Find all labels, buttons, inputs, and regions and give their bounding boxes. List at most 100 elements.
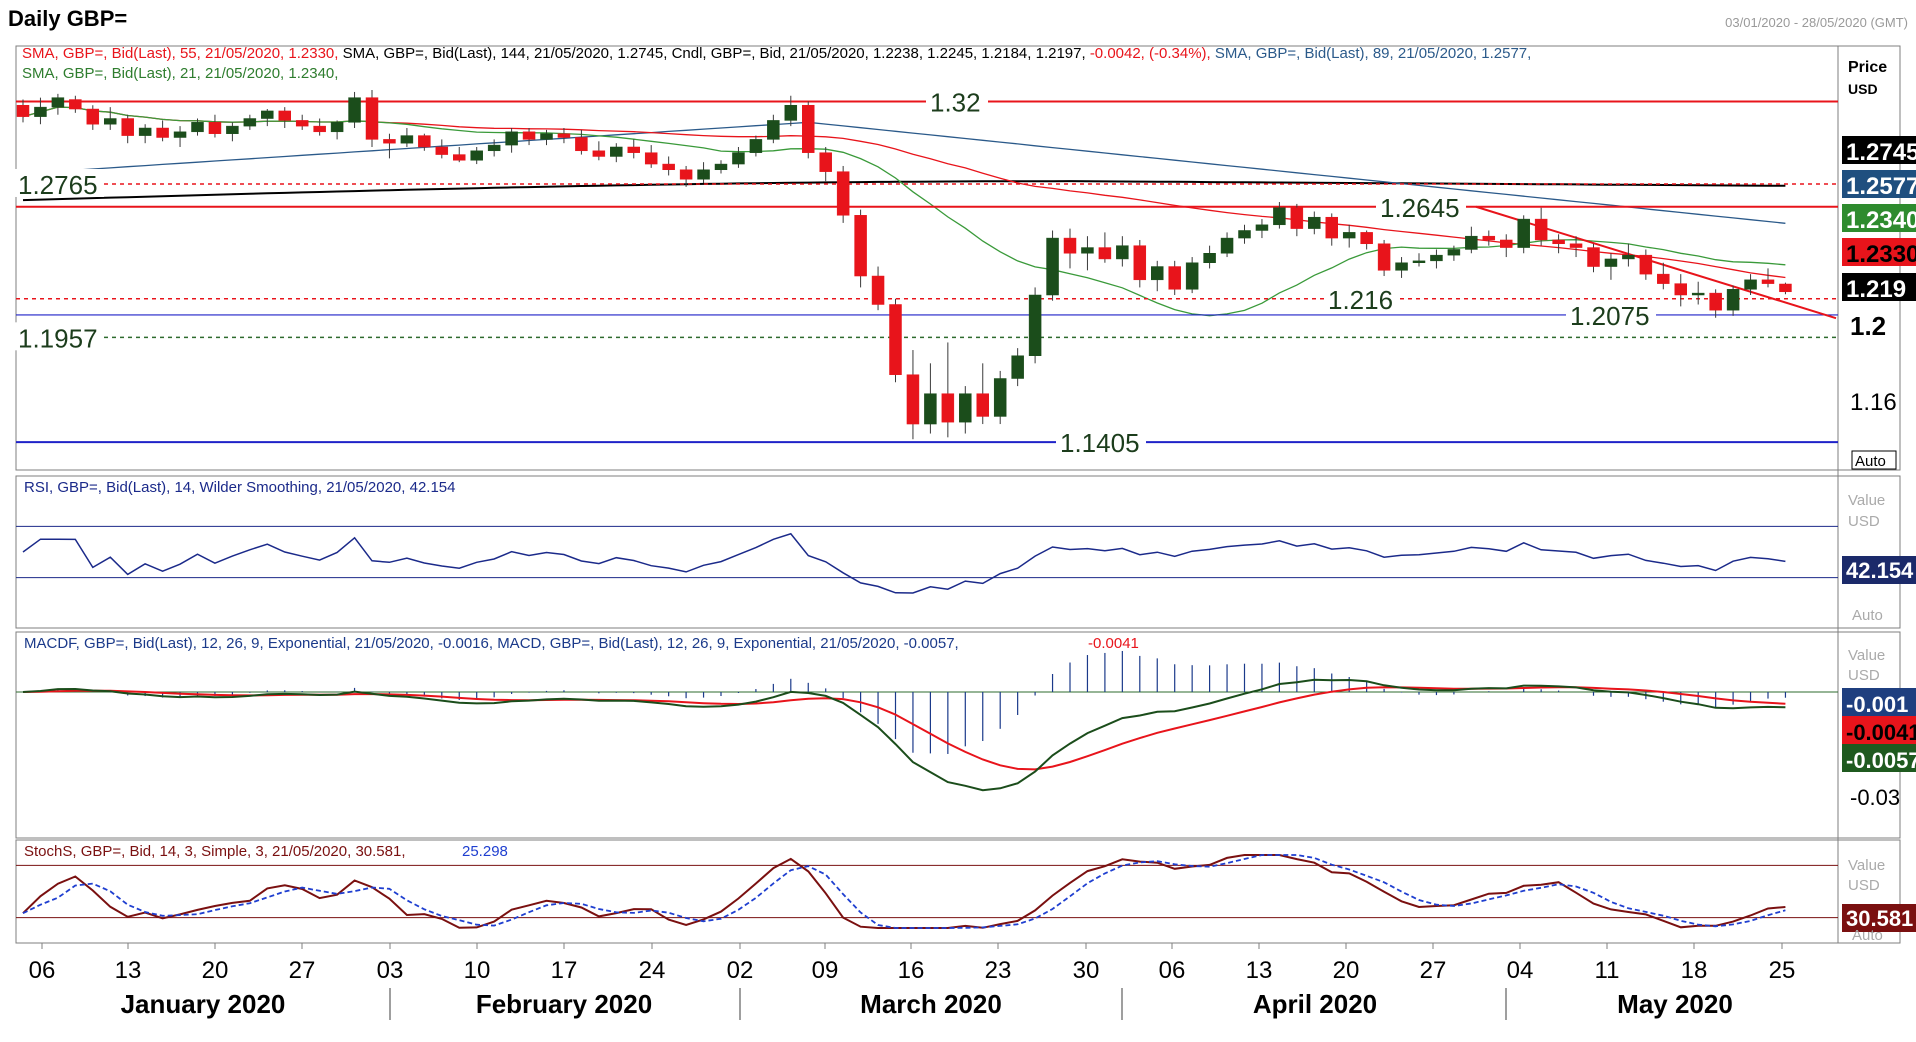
candle-body: [208, 122, 222, 134]
candle-body: [1028, 294, 1042, 356]
sma-89-line: [22, 121, 1786, 224]
rsi-auto-label: Auto: [1852, 607, 1883, 624]
x-day-label: 13: [1246, 957, 1273, 984]
macd-axis-unit: USD: [1848, 667, 1880, 684]
candle-body: [592, 150, 606, 157]
candle-body: [540, 133, 553, 140]
stoch-value-label: 30.581: [1846, 906, 1913, 931]
x-month-label: January 2020: [121, 989, 286, 1019]
macd-value-label: -0.001: [1846, 692, 1908, 717]
candle-body: [1604, 258, 1618, 267]
candle-body: [487, 144, 501, 152]
candle-body: [1360, 232, 1373, 245]
candle-body: [697, 169, 710, 180]
candle-body: [470, 150, 483, 161]
x-day-label: 04: [1507, 957, 1534, 984]
candle-body: [243, 118, 257, 127]
candle-body: [732, 152, 745, 165]
macd-value-box: [1842, 744, 1916, 772]
candle-body: [976, 393, 989, 417]
candle-body: [1308, 216, 1321, 229]
candle-body: [889, 304, 902, 375]
candle-body: [435, 146, 449, 155]
value-box: [1842, 238, 1916, 266]
price-axis-title: Price: [1848, 59, 1887, 76]
candle-body: [1569, 243, 1583, 248]
candle-body: [993, 378, 1007, 417]
candle-body: [836, 171, 850, 216]
candle-body: [173, 131, 187, 138]
level-label: 1.216: [1328, 285, 1393, 315]
value-box-label: 1.219: [1846, 276, 1906, 303]
x-month-label: May 2020: [1617, 989, 1733, 1019]
candle-body: [871, 275, 885, 305]
rsi-value-box: [1842, 556, 1916, 584]
candle-body: [959, 393, 972, 423]
candle-body: [819, 152, 832, 172]
value-box: [1842, 136, 1916, 164]
candle-body: [1203, 253, 1216, 263]
candle-body: [1779, 283, 1792, 293]
stoch-axis-unit: USD: [1848, 877, 1880, 894]
x-day-label: 09: [812, 957, 839, 984]
level-label: 1.32: [930, 87, 981, 117]
level-label-bg: [1056, 427, 1146, 456]
value-box-label: 1.2330: [1846, 241, 1916, 268]
auto-label: Auto: [1855, 453, 1886, 470]
candle-body: [557, 133, 571, 138]
candle-body: [1046, 237, 1059, 296]
macd-line: [22, 678, 1786, 792]
candle-body: [295, 120, 309, 127]
x-day-label: 03: [377, 957, 404, 984]
candle-body: [1395, 262, 1408, 271]
candle-body: [348, 97, 361, 123]
candle-body: [313, 125, 326, 133]
chart-title: Daily GBP=: [8, 6, 127, 31]
candle-body: [418, 135, 431, 148]
level-label-bg: [1376, 191, 1466, 220]
legend-item: SMA, GBP=, Bid(Last), 55, 21/05/2020, 1.…: [22, 45, 343, 62]
candle-body: [522, 131, 536, 140]
candle-body: [1761, 279, 1775, 284]
level-label: 1.1405: [1060, 428, 1140, 458]
stoch-axis-title: Value: [1848, 857, 1885, 874]
candle-body: [1552, 239, 1565, 245]
candle-body: [261, 110, 274, 119]
candle-body: [1185, 262, 1199, 290]
candle-body: [69, 99, 82, 110]
candle-body: [662, 163, 675, 171]
candle-body: [941, 393, 955, 423]
level-label: 1.1957: [18, 323, 98, 353]
x-day-label: 27: [289, 957, 316, 984]
auto-box: [1851, 450, 1897, 470]
candle-body: [453, 154, 466, 161]
candle-body: [1691, 292, 1705, 296]
candle-body: [1447, 249, 1461, 256]
x-month-label: March 2020: [860, 989, 1002, 1019]
candle-body: [156, 127, 169, 138]
x-day-label: 27: [1420, 957, 1447, 984]
candle-body: [1168, 266, 1181, 290]
candle-body: [1081, 247, 1094, 254]
candle-body: [104, 118, 117, 125]
candle-body: [226, 125, 239, 134]
candle-body: [383, 139, 396, 144]
candle-body: [767, 120, 780, 140]
candle-body: [16, 104, 30, 117]
level-label: 1.2645: [1380, 193, 1460, 223]
macd-legend-signal: -0.0041: [1088, 635, 1139, 652]
candle-body: [627, 146, 640, 153]
macd-tick: -0.03: [1850, 785, 1900, 810]
legend-item: -0.0042, (-0.34%),: [1090, 45, 1215, 62]
x-day-label: 20: [1333, 957, 1360, 984]
candle-body: [1430, 254, 1443, 262]
stoch-auto-label: Auto: [1852, 927, 1883, 944]
candle-body: [1220, 237, 1234, 254]
legend-item: SMA, GBP=, Bid(Last), 21, 21/05/2020, 1.…: [22, 65, 338, 82]
candle-body: [1674, 283, 1687, 296]
sma-21-line: [22, 106, 1786, 317]
x-month-label: April 2020: [1253, 989, 1377, 1019]
x-day-label: 06: [29, 957, 56, 984]
candle-body: [1098, 247, 1112, 260]
